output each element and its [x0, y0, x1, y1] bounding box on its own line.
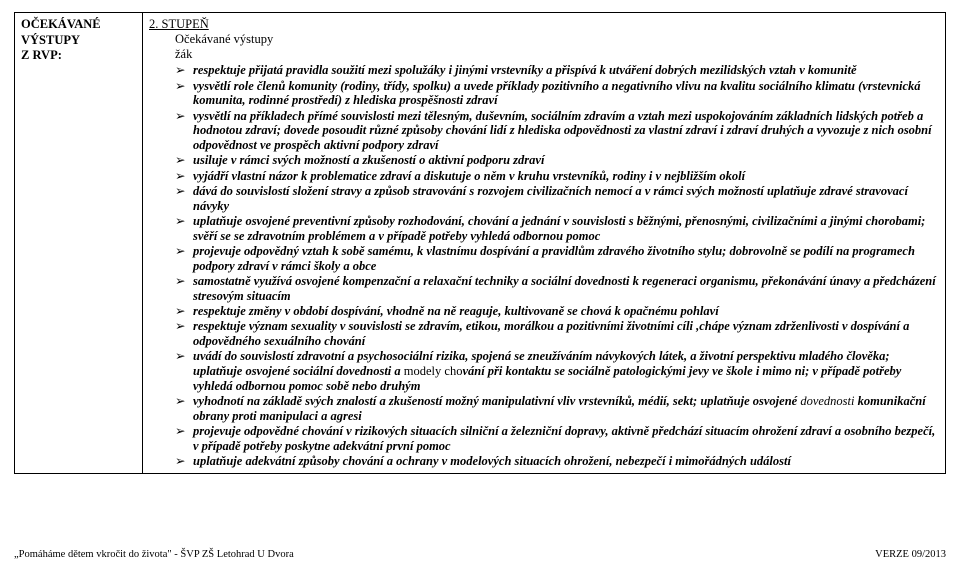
- outcome-item: usiluje v rámci svých možností a zkušeno…: [175, 153, 939, 168]
- content-table: OČEKÁVANÉ VÝSTUPY Z RVP: 2. STUPEŇ Očeká…: [14, 12, 946, 474]
- outcome-item: dává do souvislostí složení stravy a způ…: [175, 184, 939, 214]
- left-cell: OČEKÁVANÉ VÝSTUPY Z RVP:: [15, 13, 143, 474]
- outcome-item: uplatňuje adekvátní způsoby chování a oc…: [175, 454, 939, 469]
- outcome-item: projevuje odpovědný vztah k sobě samému,…: [175, 244, 939, 274]
- outcome-item: respektuje význam sexuality v souvislost…: [175, 319, 939, 349]
- outcome-item: uplatňuje osvojené preventivní způsoby r…: [175, 214, 939, 244]
- left-line1: OČEKÁVANÉ VÝSTUPY: [21, 17, 136, 48]
- left-line2: Z RVP:: [21, 48, 136, 64]
- outcome-item: vyhodnotí na základě svých znalostí a zk…: [175, 394, 939, 424]
- outcomes-subheading: žák: [175, 47, 939, 62]
- outcome-item: respektuje přijatá pravidla soužití mezi…: [175, 63, 939, 78]
- footer: „Pomáháme dětem vkročit do života" - ŠVP…: [14, 549, 946, 560]
- outcome-item: respektuje změny v období dospívání, vho…: [175, 304, 939, 319]
- level-heading: 2. STUPEŇ: [149, 17, 939, 32]
- outcome-item: vyjádří vlastní názor k problematice zdr…: [175, 169, 939, 184]
- outcome-item: projevuje odpovědné chování v rizikových…: [175, 424, 939, 454]
- footer-left: „Pomáháme dětem vkročit do života" - ŠVP…: [14, 549, 294, 560]
- outcome-item: uvádí do souvislostí zdravotní a psychos…: [175, 349, 939, 393]
- outcomes-heading: Očekávané výstupy: [175, 32, 939, 47]
- outcomes-list: respektuje přijatá pravidla soužití mezi…: [175, 63, 939, 468]
- outcome-item: vysvětlí role členů komunity (rodiny, tř…: [175, 79, 939, 109]
- outcome-item: vysvětlí na příkladech přímé souvislosti…: [175, 109, 939, 153]
- outcome-item: samostatně využívá osvojené kompenzační …: [175, 274, 939, 304]
- footer-right: VERZE 09/2013: [875, 549, 946, 560]
- right-cell: 2. STUPEŇ Očekávané výstupy žák respektu…: [143, 13, 946, 474]
